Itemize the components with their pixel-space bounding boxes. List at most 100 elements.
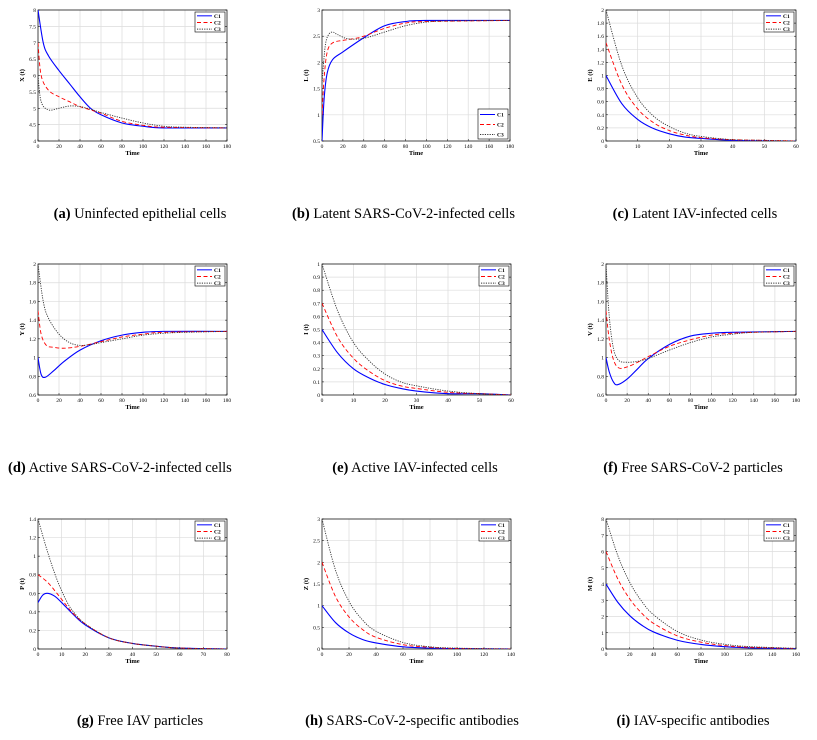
x-tick-label: 80 <box>403 144 409 150</box>
x-tick-label: 120 <box>160 144 169 150</box>
legend-label: C1 <box>497 113 504 119</box>
series-line-c2 <box>38 574 227 649</box>
x-tick-label: 100 <box>139 398 148 404</box>
caption-d: (d) Active SARS-CoV-2-infected cells <box>8 460 232 476</box>
legend-label: C1 <box>498 523 505 529</box>
y-tick-label: 0.6 <box>29 591 36 597</box>
y-tick-label: 7 <box>601 533 604 539</box>
x-tick-label: 120 <box>744 652 753 658</box>
x-tick-label: 30 <box>698 144 704 150</box>
x-tick-label: 0 <box>37 652 40 658</box>
y-tick-label: 1.6 <box>597 34 604 40</box>
x-tick-label: 140 <box>750 398 759 404</box>
x-tick-label: 180 <box>792 398 801 404</box>
x-tick-label: 20 <box>667 144 673 150</box>
x-tick-label: 140 <box>181 398 190 404</box>
x-tick-label: 100 <box>453 652 462 658</box>
x-tick-label: 120 <box>160 398 169 404</box>
x-tick-label: 40 <box>361 144 367 150</box>
chart-f: 0 20 40 60 80 100 120 140 160 180 0.6 0.8 1 1.2 1.4 1.6… <box>587 262 800 411</box>
x-tick-label: 20 <box>346 652 352 658</box>
y-axis-label: L (t) <box>303 69 310 81</box>
y-tick-label: 1 <box>317 604 320 610</box>
x-tick-label: 80 <box>688 398 694 404</box>
y-axis-label: Z (t) <box>303 578 310 590</box>
x-tick-label: 120 <box>443 144 452 150</box>
x-tick-label: 50 <box>762 144 768 150</box>
legend-label: C1 <box>498 268 505 274</box>
y-tick-label: 0.8 <box>597 87 604 93</box>
x-tick-label: 160 <box>792 652 801 658</box>
y-tick-label: 4 <box>33 139 36 145</box>
y-axis-label: M (t) <box>587 577 594 591</box>
y-tick-label: 6.5 <box>29 57 36 63</box>
y-tick-label: 0.5 <box>313 328 320 334</box>
x-tick-label: 40 <box>445 398 451 404</box>
x-axis-label: Time <box>125 150 139 157</box>
x-tick-label: 60 <box>98 398 104 404</box>
series-line-c3 <box>38 75 227 129</box>
x-tick-label: 70 <box>201 652 207 658</box>
x-tick-label: 0 <box>37 398 40 404</box>
legend-label: C3 <box>498 536 505 542</box>
y-tick-label: 1.6 <box>597 299 604 305</box>
series-line-c1 <box>38 330 227 379</box>
series-line-c1 <box>606 583 796 649</box>
plot-frame <box>37 263 228 396</box>
x-tick-label: 60 <box>382 144 388 150</box>
legend-label: C3 <box>783 281 790 287</box>
x-tick-label: 180 <box>223 398 232 404</box>
chart-g: 0 10 20 30 40 50 60 70 80 0 0.2 0.4 0.6 0.8 1 1.2 1.4 Tim… <box>19 517 230 665</box>
x-tick-label: 10 <box>635 144 641 150</box>
legend-label: C2 <box>783 275 790 281</box>
y-tick-label: 1 <box>601 74 604 80</box>
x-tick-label: 10 <box>59 652 65 658</box>
legend-label: C2 <box>498 275 505 281</box>
x-tick-label: 50 <box>153 652 159 658</box>
x-axis-label: Time <box>409 658 423 665</box>
y-tick-label: 0 <box>33 647 36 653</box>
y-axis-label: V (t) <box>587 323 594 336</box>
series-line-c2 <box>606 551 796 649</box>
y-tick-label: 0.7 <box>313 301 320 307</box>
caption-g: (g) Free IAV particles <box>76 713 204 729</box>
y-tick-label: 2 <box>601 615 604 621</box>
y-tick-label: 1.8 <box>29 281 36 287</box>
y-tick-label: 1.2 <box>29 536 36 542</box>
x-tick-label: 180 <box>506 144 515 150</box>
legend-label: C3 <box>214 27 221 33</box>
x-tick-label: 0 <box>321 398 324 404</box>
y-tick-label: 8 <box>33 8 36 14</box>
series-line-c2 <box>322 20 510 115</box>
y-tick-label: 1.8 <box>597 281 604 287</box>
y-tick-label: 4 <box>601 582 604 588</box>
plot-frame <box>321 518 512 650</box>
y-tick-label: 1 <box>601 631 604 637</box>
y-tick-label: 1.5 <box>313 87 320 93</box>
x-tick-label: 50 <box>477 398 483 404</box>
x-tick-label: 80 <box>224 652 230 658</box>
y-tick-label: 0.9 <box>313 275 320 281</box>
legend-label: C2 <box>783 530 790 536</box>
series-line-c3 <box>322 264 511 395</box>
y-tick-label: 2.5 <box>313 539 320 545</box>
y-tick-label: 1.4 <box>29 318 36 324</box>
x-tick-label: 0 <box>605 398 608 404</box>
x-tick-label: 120 <box>729 398 738 404</box>
chart-h: 0 20 40 60 80 100 120 140 0 0.5 1 1.5 2 2.5 3 Time Z (t)… <box>303 517 515 665</box>
x-tick-label: 60 <box>400 652 406 658</box>
y-tick-label: 5 <box>33 106 36 112</box>
series-line-c3 <box>606 264 796 363</box>
y-tick-label: 2 <box>317 60 320 66</box>
y-tick-label: 0.3 <box>313 354 320 360</box>
y-axis-label: I (t) <box>303 324 310 335</box>
series-line-c2 <box>38 310 227 349</box>
y-tick-label: 0 <box>317 393 320 399</box>
y-tick-label: 1.2 <box>29 337 36 343</box>
x-tick-label: 100 <box>422 144 431 150</box>
